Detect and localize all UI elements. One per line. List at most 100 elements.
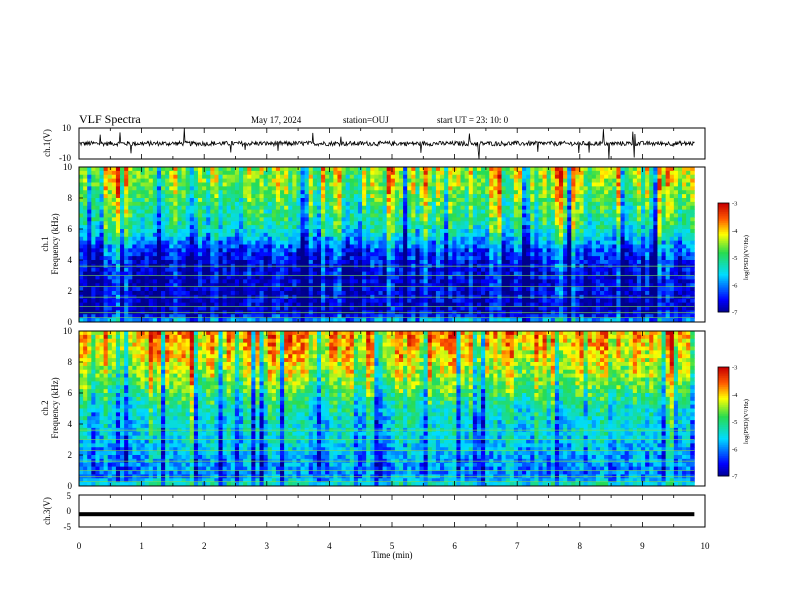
heatmap-cell xyxy=(214,174,219,180)
heatmap-cell xyxy=(632,186,638,191)
heatmap-cell xyxy=(575,170,580,176)
heatmap-cell xyxy=(456,190,461,195)
heatmap-cell xyxy=(415,244,420,249)
heatmap-cell xyxy=(554,174,560,180)
heatmap-cell xyxy=(526,186,531,191)
heatmap-cell xyxy=(427,194,433,199)
heatmap-cell xyxy=(591,170,597,176)
heatmap-cell xyxy=(595,232,601,238)
heatmap-cell xyxy=(427,217,433,222)
heatmap-cell xyxy=(653,287,658,292)
heatmap-cell xyxy=(321,217,326,222)
heatmap-cell xyxy=(79,291,84,296)
heatmap-cell xyxy=(181,198,187,203)
heatmap-cell xyxy=(206,182,211,187)
heatmap-cell xyxy=(505,194,511,199)
heatmap-cell xyxy=(686,217,691,222)
heatmap-cell xyxy=(612,240,617,245)
heatmap-cell xyxy=(620,236,626,242)
heatmap-cell xyxy=(95,256,100,261)
heatmap-cell xyxy=(485,287,490,292)
heatmap-cell xyxy=(161,174,166,180)
heatmap-cell xyxy=(571,186,576,191)
heatmap-cell xyxy=(165,178,170,183)
heatmap-cell xyxy=(165,213,170,218)
heatmap-cell xyxy=(91,194,96,199)
heatmap-cell xyxy=(554,225,560,230)
heatmap-cell xyxy=(288,248,293,253)
heatmap-cell xyxy=(636,225,642,230)
heatmap-cell xyxy=(505,229,511,234)
heatmap-cell xyxy=(292,170,297,176)
heatmap-cell xyxy=(271,240,277,245)
heatmap-cell xyxy=(690,170,695,176)
heatmap-cell xyxy=(612,178,617,183)
heatmap-cell xyxy=(530,217,535,222)
heatmap-cell xyxy=(79,221,84,226)
heatmap-cell xyxy=(571,232,576,238)
heatmap-cell xyxy=(321,236,326,242)
heatmap-cell xyxy=(419,279,424,284)
heatmap-cell xyxy=(148,260,154,265)
heatmap-cell xyxy=(234,221,240,226)
heatmap-cell xyxy=(308,167,314,172)
heatmap-cell xyxy=(628,271,634,276)
heatmap-cell xyxy=(403,198,408,203)
heatmap-cell xyxy=(440,287,445,292)
heatmap-cell xyxy=(460,178,466,183)
heatmap-cell xyxy=(132,260,137,265)
heatmap-cell xyxy=(542,190,548,195)
heatmap-cell xyxy=(230,240,236,245)
heatmap-cell xyxy=(604,209,609,214)
heatmap-cell xyxy=(653,174,658,180)
heatmap-cell xyxy=(513,182,519,187)
heatmap-cell xyxy=(587,178,593,183)
heatmap-cell xyxy=(156,174,162,180)
heatmap-cell xyxy=(538,283,543,288)
heatmap-cell xyxy=(464,209,470,214)
heatmap-cell xyxy=(197,170,203,176)
heatmap-cell xyxy=(382,236,388,242)
heatmap-cell xyxy=(115,190,121,195)
heatmap-cell xyxy=(124,209,129,214)
heatmap-cell xyxy=(669,283,675,288)
heatmap-cell xyxy=(370,232,375,238)
heatmap-cell xyxy=(419,291,424,296)
heatmap-cell xyxy=(386,174,392,180)
heatmap-cell xyxy=(329,252,334,257)
heatmap-cell xyxy=(489,271,494,276)
heatmap-cell xyxy=(649,248,654,253)
heatmap-cell xyxy=(312,205,318,211)
heatmap-cell xyxy=(542,178,548,183)
heatmap-cell xyxy=(600,213,605,218)
heatmap-cell xyxy=(353,201,359,207)
heatmap-cell xyxy=(460,256,466,261)
heatmap-cell xyxy=(571,240,576,245)
heatmap-cell xyxy=(440,252,445,257)
heatmap-cell xyxy=(226,287,232,292)
heatmap-cell xyxy=(280,194,285,199)
heatmap-cell xyxy=(550,174,556,180)
heatmap-cell xyxy=(682,271,687,276)
heatmap-cell xyxy=(329,205,334,211)
heatmap-cell xyxy=(563,229,568,234)
heatmap-cell xyxy=(312,167,318,172)
heatmap-cell xyxy=(522,186,527,191)
heatmap-cell xyxy=(296,232,301,238)
heatmap-cell xyxy=(296,252,301,257)
heatmap-cell xyxy=(522,217,527,222)
heatmap-cell xyxy=(571,271,576,276)
heatmap-cell xyxy=(206,236,211,242)
heatmap-cell xyxy=(124,271,129,276)
heatmap-cell xyxy=(87,174,92,180)
heatmap-cell xyxy=(419,182,424,187)
heatmap-cell xyxy=(230,260,236,265)
heatmap-cell xyxy=(427,236,433,242)
heatmap-cell xyxy=(263,244,269,249)
heatmap-cell xyxy=(284,182,289,187)
heatmap-cell xyxy=(128,217,133,222)
heatmap-cell xyxy=(357,232,363,238)
heatmap-cell xyxy=(329,190,334,195)
heatmap-cell xyxy=(226,190,232,195)
